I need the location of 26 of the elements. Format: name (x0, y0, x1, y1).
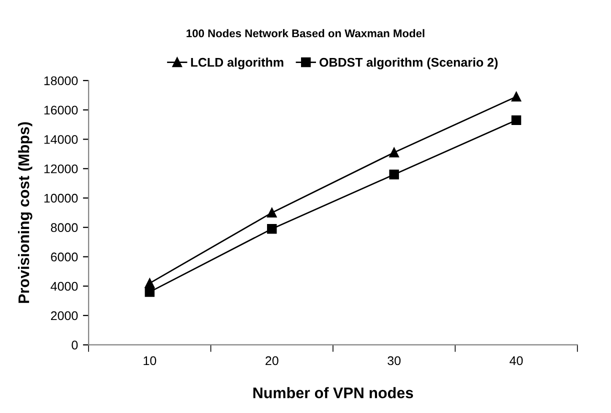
point (267, 224, 277, 234)
y-tick-label: 16000 (44, 106, 78, 115)
y-tick-label: 2000 (51, 311, 78, 320)
x-axis-title: Number of VPN nodes (253, 387, 414, 398)
point (511, 115, 522, 126)
point (389, 170, 399, 180)
point (267, 208, 277, 218)
y-tick-label: 18000 (44, 76, 78, 86)
y-tick-label: 6000 (51, 252, 78, 262)
y-tick-label: 4000 (50, 282, 78, 291)
x-tick-label: 10 (144, 356, 156, 366)
y-tick-label: 8000 (50, 223, 78, 232)
y-tick-label: 14000 (44, 135, 78, 144)
x-tick-label: 40 (510, 356, 523, 366)
point (144, 287, 155, 297)
y-tick-label: 12000 (44, 164, 78, 174)
y-tick-label: 10000 (44, 194, 78, 203)
x-tick-label: 30 (388, 356, 401, 366)
point (389, 148, 399, 158)
chart-title: 100 Nodes Network Based on Waxman Model (186, 29, 424, 38)
x-tick-label: 20 (266, 356, 278, 366)
point (511, 92, 522, 102)
y-tick-label: 0 (72, 340, 78, 350)
legend-label: LCLD algorithm (191, 58, 284, 70)
y-axis-title: Provisioning cost (Mbps) (18, 122, 32, 303)
legend-label: OBDST algorithm (Scenario 2) (320, 58, 498, 70)
